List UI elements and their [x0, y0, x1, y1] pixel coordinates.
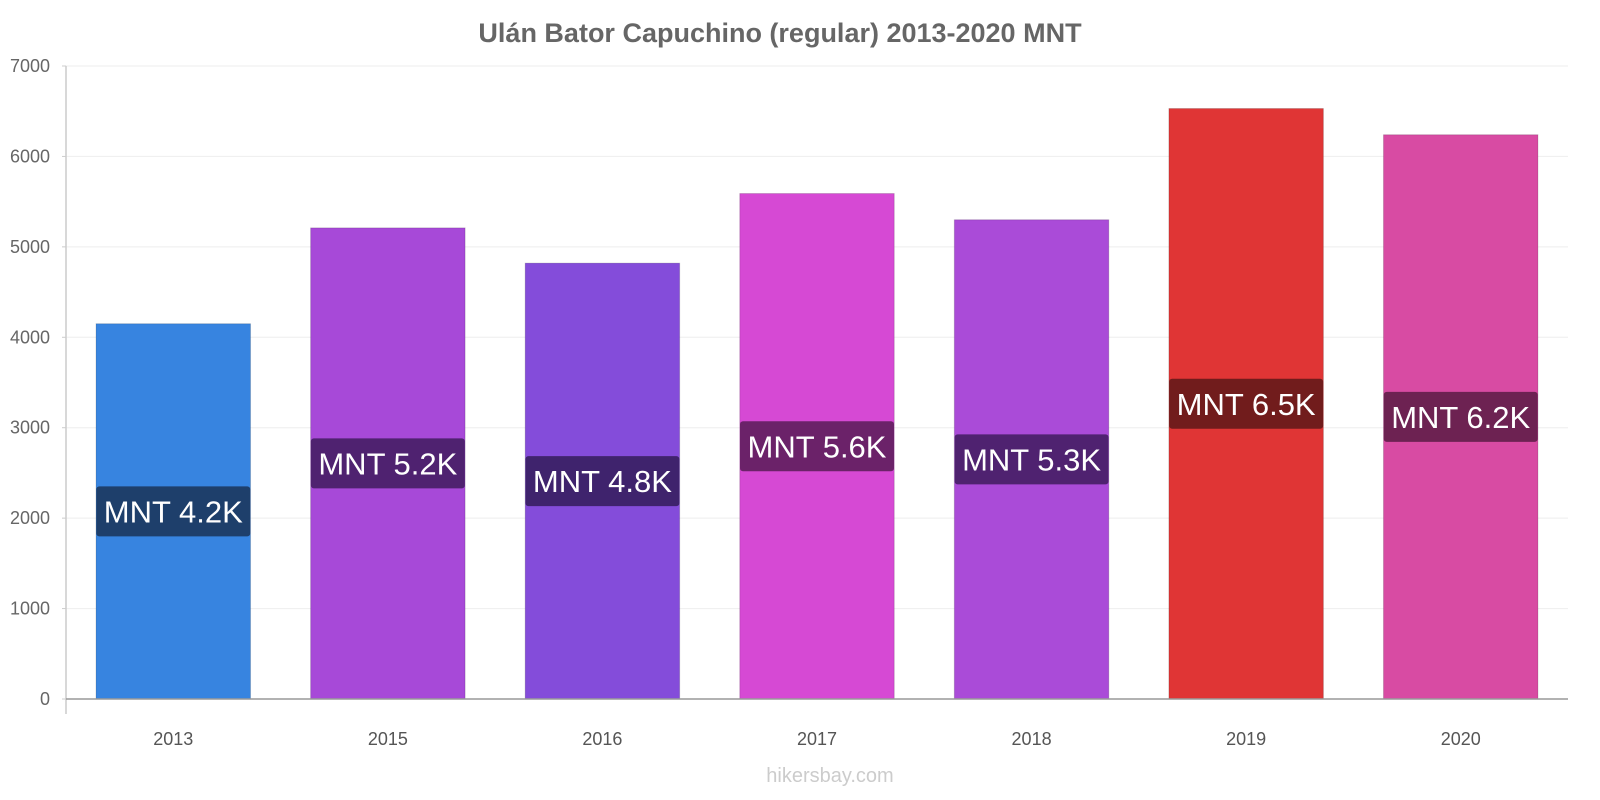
data-label-2015: MNT 5.2K: [318, 446, 457, 481]
data-label-box-2015: [310, 438, 465, 489]
y-axis-ticks: 0 1000 2000 3000 4000 5000 6000 7000: [10, 56, 66, 709]
data-label-box-2016: [525, 456, 680, 507]
y-tick-label: 7000: [10, 56, 50, 76]
data-label-2013: MNT 4.2K: [104, 494, 243, 529]
y-tick-label: 5000: [10, 237, 50, 257]
data-labels: MNT 4.2K MNT 5.2K MNT 4.8K MNT 5.6K MNT 5.3K…: [96, 378, 1538, 537]
x-tick-label: 2019: [1226, 729, 1266, 749]
x-tick-label: 2020: [1441, 729, 1481, 749]
data-label-box-2020: [1383, 391, 1538, 442]
data-label-box-2019: [1169, 378, 1324, 429]
data-label-2018: MNT 5.3K: [962, 442, 1101, 477]
x-tick-label: 2013: [153, 729, 193, 749]
data-label-box-2017: [740, 421, 894, 472]
x-axis-ticks: 2013 2015 2016 2017 2018 2019 2020: [153, 729, 1480, 749]
y-tick-label: 6000: [10, 146, 50, 166]
x-tick-label: 2017: [797, 729, 837, 749]
chart-title: Ulán Bator Capuchino (regular) 2013-2020…: [478, 18, 1082, 48]
data-label-2019: MNT 6.5K: [1177, 387, 1316, 422]
data-label-2017: MNT 5.6K: [748, 429, 887, 464]
x-tick-label: 2015: [368, 729, 408, 749]
y-tick-label: 1000: [10, 599, 50, 619]
watermark-text: hikersbay.com: [766, 765, 893, 787]
data-label-2020: MNT 6.2K: [1391, 400, 1530, 435]
x-tick-label: 2016: [582, 729, 622, 749]
y-tick-label: 4000: [10, 327, 50, 347]
y-tick-label: 3000: [10, 418, 50, 438]
y-tick-label: 2000: [10, 508, 50, 528]
x-tick-label: 2018: [1012, 729, 1052, 749]
data-label-box-2013: [96, 486, 251, 537]
data-label-box-2018: [954, 434, 1109, 485]
data-label-2016: MNT 4.8K: [533, 464, 672, 499]
y-tick-label: 0: [40, 689, 50, 709]
